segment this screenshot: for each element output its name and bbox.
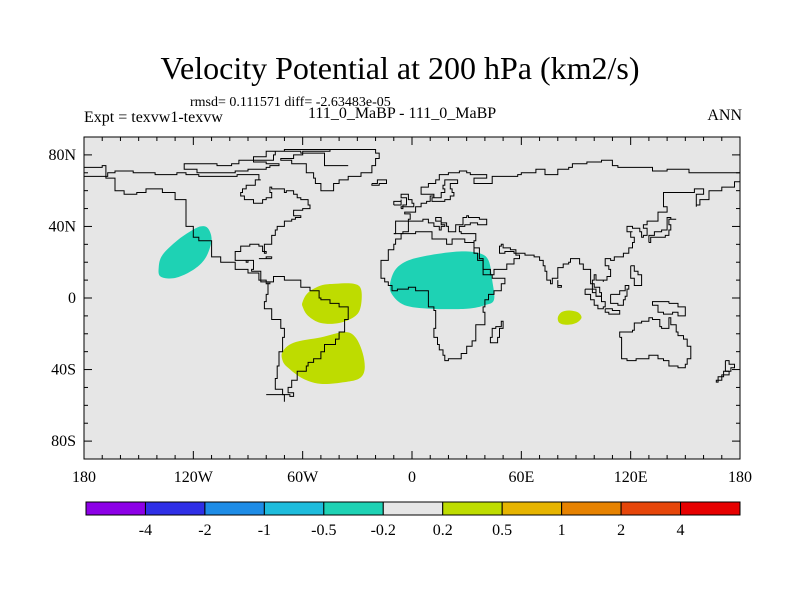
rmsd-diff-label: rmsd= 0.111571 diff= -2.63483e-05	[190, 95, 391, 110]
colorbar-label: -4	[139, 522, 152, 539]
coastline-segment	[83, 165, 349, 397]
coastline-segment	[393, 199, 402, 206]
colorbar-label: 0.2	[433, 522, 453, 539]
colorbar-label: -2	[198, 522, 211, 539]
y-tick-label: 80S	[51, 433, 76, 450]
coastline-segment	[393, 181, 740, 297]
y-tick-label: 80N	[48, 147, 76, 164]
coastline-segment	[715, 370, 730, 383]
coastline-segment	[648, 217, 677, 243]
colorbar-box	[442, 501, 503, 516]
x-tick-label: 180	[728, 469, 752, 486]
colorbar-label: -0.2	[371, 522, 396, 539]
coastline-segment	[619, 317, 692, 369]
colorbar-box	[263, 501, 325, 516]
x-tick-label: 120W	[174, 469, 214, 486]
y-tick-label: 0	[68, 290, 76, 307]
x-tick-label: 60E	[508, 469, 534, 486]
colorbar-label: -1	[258, 522, 271, 539]
colorbar-box	[323, 501, 384, 516]
colorbar-box	[85, 501, 146, 516]
coastline-segment	[604, 308, 621, 315]
colorbar: -4 -2 -1 -0.5 -0.2 0.2 0.5 1 2 4	[85, 501, 741, 539]
y-tick-label: 40S	[51, 362, 76, 379]
colorbar-box	[144, 501, 206, 516]
colorbar-label: -0.5	[311, 522, 336, 539]
colorbar-label: 1	[558, 522, 566, 539]
coastline-segment	[266, 394, 285, 402]
case-subtitle: 111_0_MaBP - 111_0_MaBP	[308, 105, 497, 122]
experiment-label: Expt = texvw1-texvw	[84, 109, 223, 126]
colorbar-box	[382, 501, 444, 516]
colorbar-label: 0.5	[492, 522, 512, 539]
season-label: ANN	[707, 107, 742, 124]
coastlines	[83, 149, 741, 402]
axis-ticks: 180 120W 60W 0 60E 120E 180 80N 40N 0 40S 80S	[48, 137, 752, 486]
colorbar-box	[501, 501, 563, 516]
colorbar-box	[620, 501, 682, 516]
coastline-segment	[400, 193, 415, 210]
colorbar-label: 4	[677, 522, 685, 539]
x-tick-label: 0	[408, 469, 416, 486]
colorbar-label: 2	[617, 522, 625, 539]
coastline-segment	[371, 179, 387, 186]
anomaly-indian-ocean-positive	[557, 310, 582, 325]
coastline-segment	[393, 159, 741, 235]
coastline-segment	[183, 149, 349, 174]
coastline-segment	[380, 231, 506, 362]
colorbar-box	[204, 501, 265, 516]
coastline-segment	[630, 265, 643, 286]
colorbar-box	[680, 501, 741, 516]
colorbar-box	[561, 501, 622, 516]
anomaly-africa-negative	[389, 251, 495, 310]
coastline-segment	[489, 320, 504, 344]
y-tick-label: 40N	[48, 218, 76, 235]
x-tick-label: 120E	[614, 469, 648, 486]
coastline-segment	[258, 256, 273, 260]
chart-title: Velocity Potential at 200 hPa (km2/s)	[160, 50, 640, 86]
coastline-segment	[557, 280, 562, 288]
coastline-segment	[652, 301, 686, 317]
coastline-segment	[610, 285, 630, 306]
coastline-segment	[584, 288, 606, 310]
x-tick-label: 180	[72, 469, 96, 486]
x-tick-label: 60W	[287, 469, 319, 486]
